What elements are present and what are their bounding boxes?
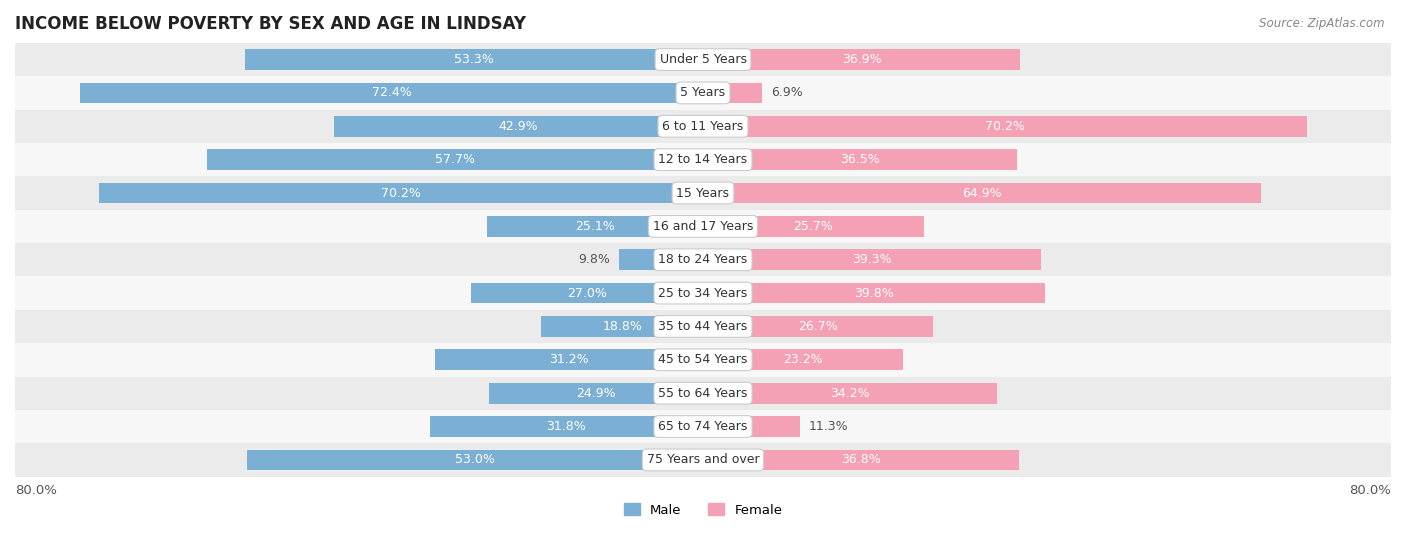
- Text: 36.9%: 36.9%: [842, 53, 882, 66]
- Bar: [15, 76, 1391, 110]
- Text: 57.7%: 57.7%: [434, 153, 475, 166]
- Bar: [471, 283, 703, 304]
- Text: 25.1%: 25.1%: [575, 220, 614, 233]
- Text: 26.7%: 26.7%: [799, 320, 838, 333]
- Bar: [434, 349, 703, 370]
- Bar: [15, 110, 1391, 143]
- Text: 12 to 14 Years: 12 to 14 Years: [658, 153, 748, 166]
- Text: 23.2%: 23.2%: [783, 353, 823, 366]
- Text: 35 to 44 Years: 35 to 44 Years: [658, 320, 748, 333]
- Bar: [245, 49, 703, 70]
- Text: 53.3%: 53.3%: [454, 53, 494, 66]
- Text: 36.5%: 36.5%: [839, 153, 880, 166]
- Bar: [703, 216, 924, 236]
- Text: 6.9%: 6.9%: [770, 87, 803, 100]
- Bar: [15, 276, 1391, 310]
- Text: 42.9%: 42.9%: [499, 120, 538, 133]
- Text: 6 to 11 Years: 6 to 11 Years: [662, 120, 744, 133]
- Bar: [15, 43, 1391, 76]
- Bar: [703, 249, 1040, 270]
- Text: 31.2%: 31.2%: [548, 353, 589, 366]
- Text: 39.3%: 39.3%: [852, 253, 891, 266]
- Bar: [541, 316, 703, 337]
- Bar: [703, 116, 1306, 136]
- Text: 15 Years: 15 Years: [676, 187, 730, 200]
- Text: 36.8%: 36.8%: [841, 453, 882, 466]
- Text: Source: ZipAtlas.com: Source: ZipAtlas.com: [1260, 17, 1385, 30]
- Bar: [489, 383, 703, 404]
- Bar: [80, 83, 703, 103]
- Bar: [703, 316, 932, 337]
- Text: 65 to 74 Years: 65 to 74 Years: [658, 420, 748, 433]
- Text: 18.8%: 18.8%: [602, 320, 643, 333]
- Bar: [703, 449, 1019, 470]
- Text: 55 to 64 Years: 55 to 64 Years: [658, 387, 748, 400]
- Text: 24.9%: 24.9%: [576, 387, 616, 400]
- Bar: [15, 343, 1391, 377]
- Bar: [619, 249, 703, 270]
- Text: 31.8%: 31.8%: [547, 420, 586, 433]
- Bar: [335, 116, 703, 136]
- Text: 80.0%: 80.0%: [1350, 484, 1391, 496]
- Bar: [15, 176, 1391, 210]
- Text: 45 to 54 Years: 45 to 54 Years: [658, 353, 748, 366]
- Text: 16 and 17 Years: 16 and 17 Years: [652, 220, 754, 233]
- Bar: [703, 349, 903, 370]
- Bar: [15, 377, 1391, 410]
- Text: 80.0%: 80.0%: [15, 484, 56, 496]
- Bar: [15, 410, 1391, 443]
- Text: 70.2%: 70.2%: [986, 120, 1025, 133]
- Text: 39.8%: 39.8%: [855, 287, 894, 300]
- Text: 11.3%: 11.3%: [808, 420, 848, 433]
- Bar: [15, 243, 1391, 276]
- Bar: [703, 183, 1261, 203]
- Text: 70.2%: 70.2%: [381, 187, 420, 200]
- Bar: [703, 83, 762, 103]
- Bar: [703, 149, 1017, 170]
- Bar: [703, 283, 1045, 304]
- Text: 34.2%: 34.2%: [831, 387, 870, 400]
- Bar: [247, 449, 703, 470]
- Legend: Male, Female: Male, Female: [619, 498, 787, 522]
- Bar: [15, 310, 1391, 343]
- Text: 25.7%: 25.7%: [793, 220, 834, 233]
- Bar: [15, 143, 1391, 176]
- Bar: [486, 216, 703, 236]
- Bar: [429, 416, 703, 437]
- Text: INCOME BELOW POVERTY BY SEX AND AGE IN LINDSAY: INCOME BELOW POVERTY BY SEX AND AGE IN L…: [15, 15, 526, 33]
- Bar: [703, 416, 800, 437]
- Bar: [207, 149, 703, 170]
- Bar: [15, 210, 1391, 243]
- Bar: [15, 443, 1391, 477]
- Text: 9.8%: 9.8%: [578, 253, 610, 266]
- Bar: [703, 383, 997, 404]
- Text: 64.9%: 64.9%: [962, 187, 1002, 200]
- Text: 5 Years: 5 Years: [681, 87, 725, 100]
- Bar: [100, 183, 703, 203]
- Text: Under 5 Years: Under 5 Years: [659, 53, 747, 66]
- Text: 72.4%: 72.4%: [371, 87, 412, 100]
- Text: 53.0%: 53.0%: [456, 453, 495, 466]
- Text: 75 Years and over: 75 Years and over: [647, 453, 759, 466]
- Bar: [703, 49, 1021, 70]
- Text: 25 to 34 Years: 25 to 34 Years: [658, 287, 748, 300]
- Text: 27.0%: 27.0%: [567, 287, 607, 300]
- Text: 18 to 24 Years: 18 to 24 Years: [658, 253, 748, 266]
